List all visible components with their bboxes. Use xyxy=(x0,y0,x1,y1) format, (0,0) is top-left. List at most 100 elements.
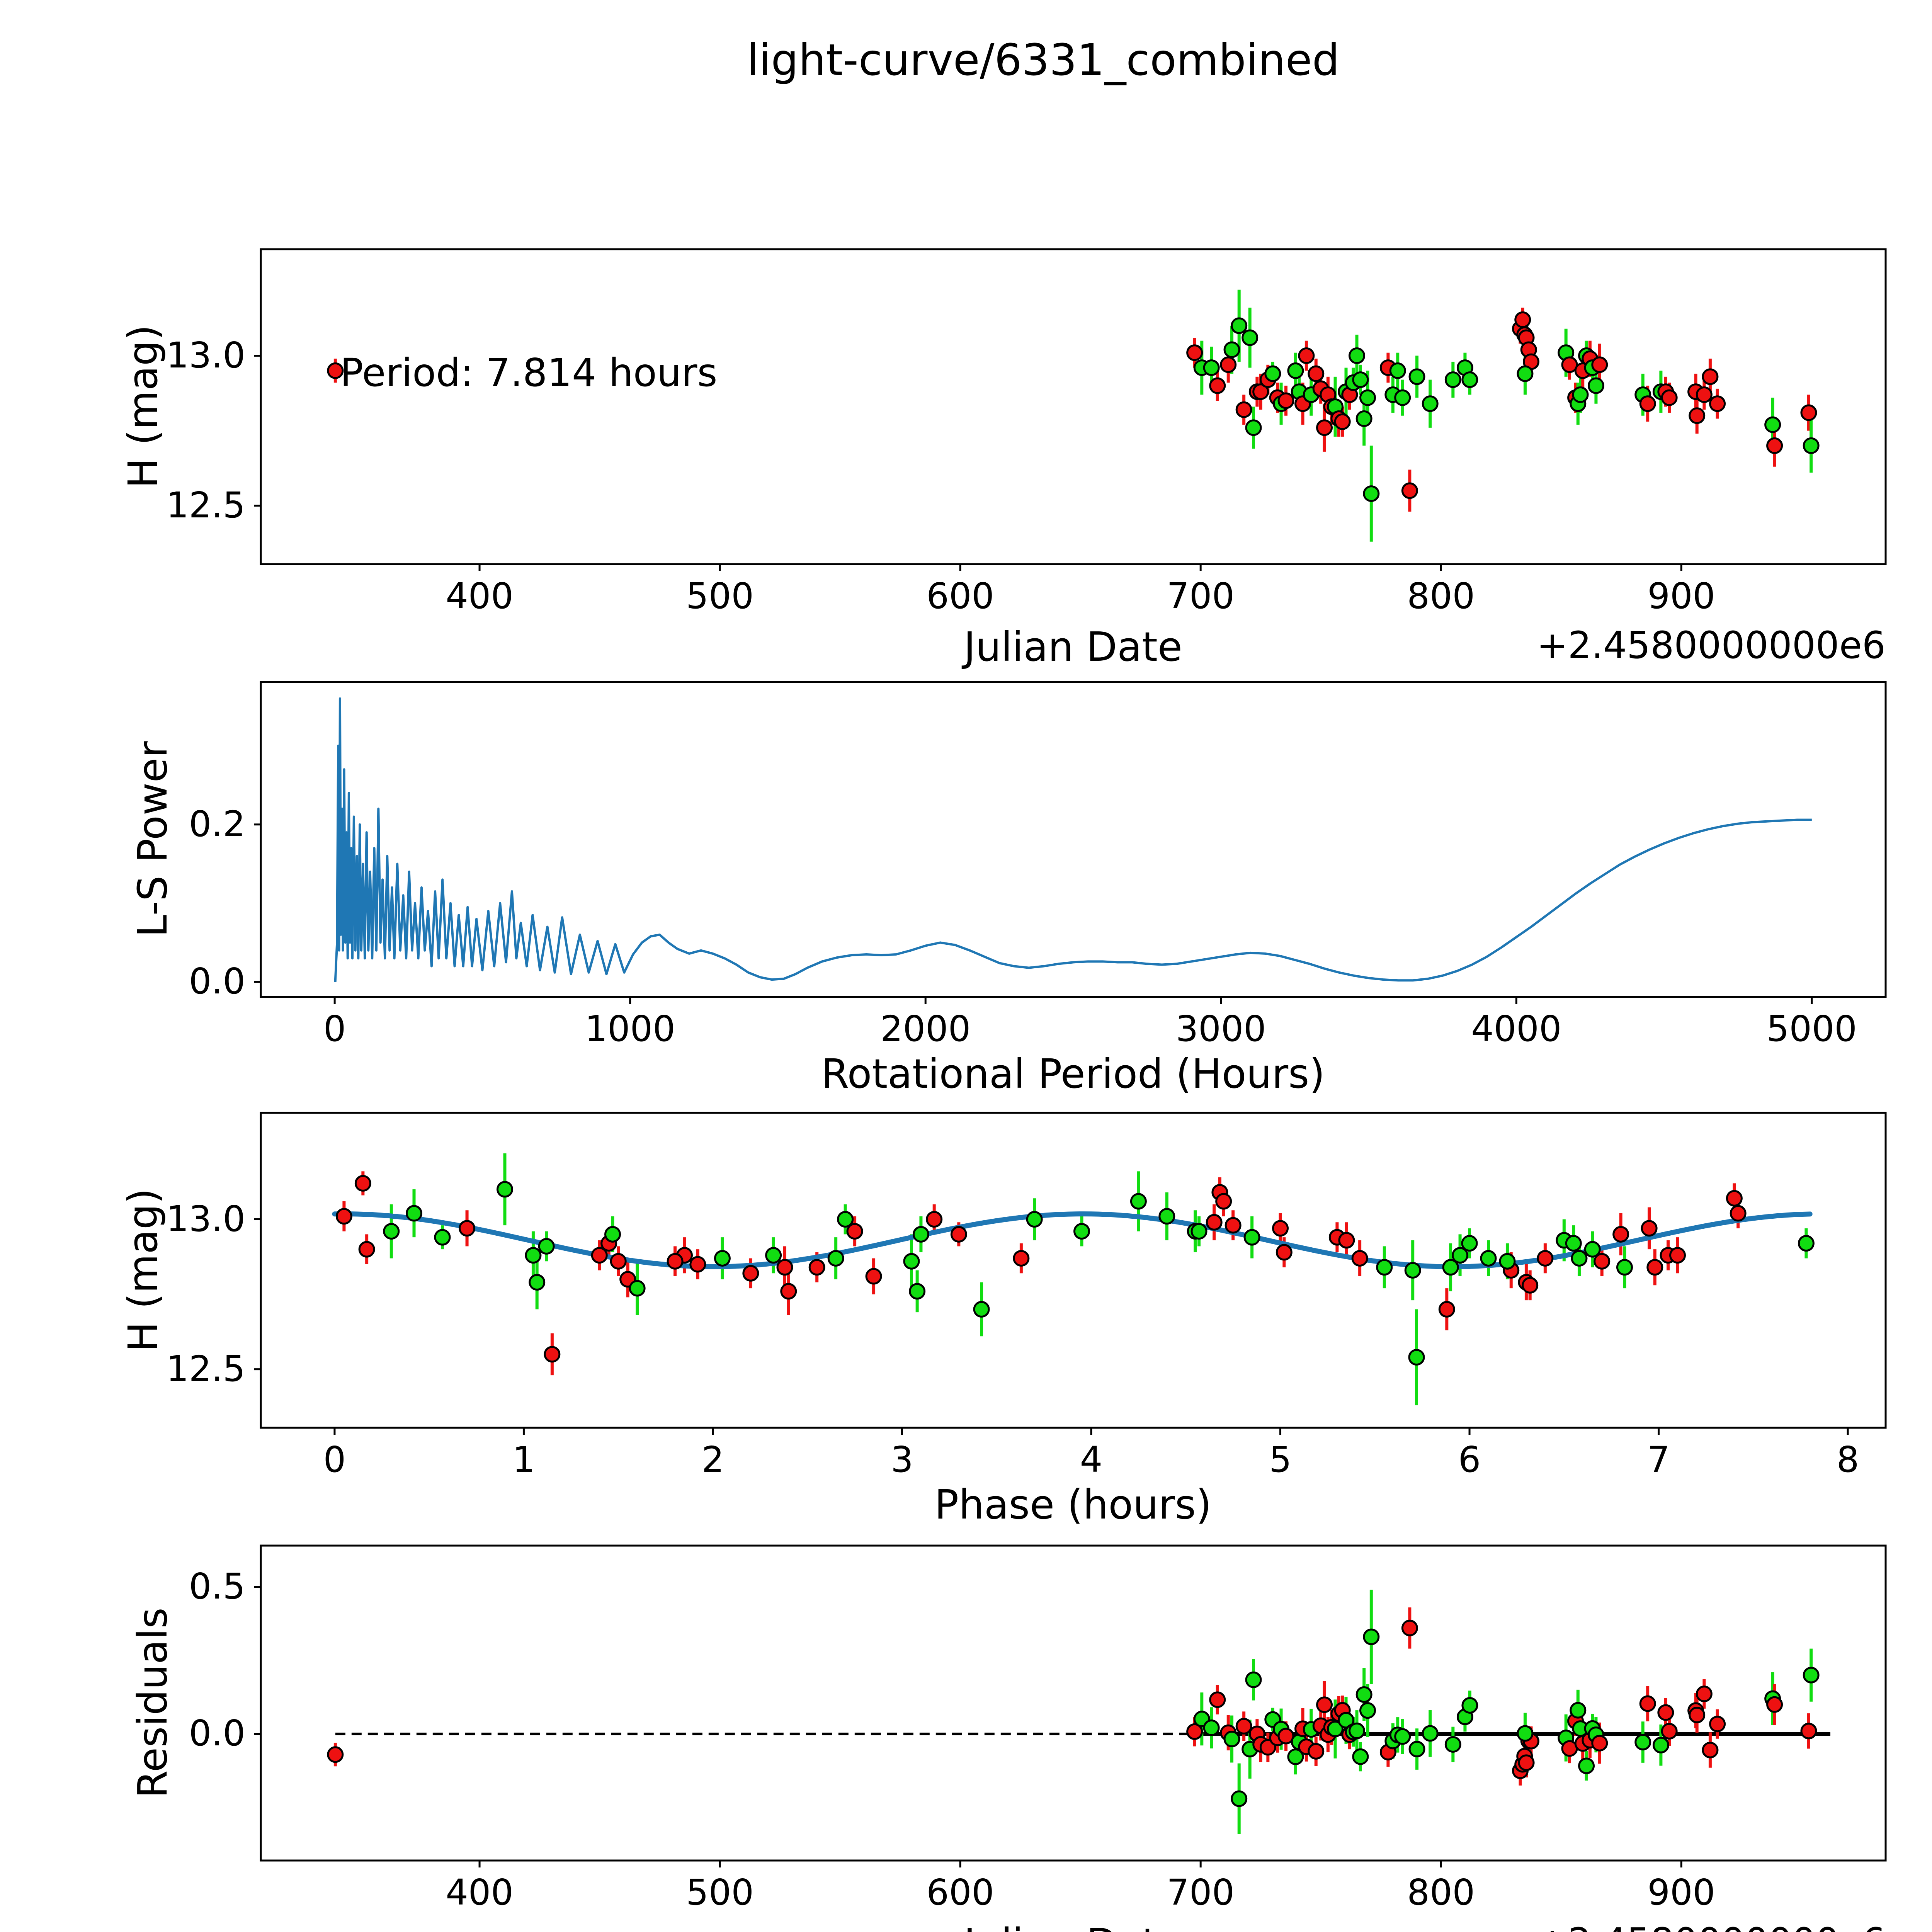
phase-data-point xyxy=(1522,1277,1539,1294)
lightcurve-data-point xyxy=(1803,437,1820,454)
lightcurve-data-point xyxy=(1514,311,1531,328)
phase-data-point xyxy=(1206,1214,1223,1231)
xtick-phase: 1 xyxy=(512,1439,535,1480)
errorbars-lightcurve xyxy=(333,289,1813,542)
residuals-data-point xyxy=(1223,1731,1240,1748)
xtick-periodogram: 0 xyxy=(323,1008,346,1049)
residuals-data-point xyxy=(1401,1619,1418,1636)
phase-data-point xyxy=(1190,1223,1208,1240)
ytick-residuals: 0.5 xyxy=(189,1565,245,1607)
residuals-data-point xyxy=(1517,1725,1534,1742)
xtick-phase: 7 xyxy=(1647,1439,1670,1480)
xtick-residuals: 500 xyxy=(686,1872,754,1913)
xtick-periodogram: 5000 xyxy=(1766,1008,1857,1049)
phase-data-point xyxy=(912,1226,929,1243)
phase-data-point xyxy=(1641,1220,1658,1237)
residuals-data-point xyxy=(1308,1743,1325,1760)
residuals-data-point xyxy=(1652,1736,1669,1753)
xtick-lightcurve: 900 xyxy=(1647,575,1716,617)
phase-data-point xyxy=(808,1259,825,1276)
lightcurve-data-point xyxy=(1689,407,1706,424)
residuals-data-point xyxy=(1766,1696,1783,1713)
lightcurve-data-point xyxy=(1702,368,1719,385)
residuals-data-point xyxy=(1203,1719,1220,1736)
residuals-data-point xyxy=(1639,1695,1656,1712)
lightcurve-data-point xyxy=(1264,365,1281,382)
xtick-phase: 6 xyxy=(1458,1439,1481,1480)
phase-data-point xyxy=(1499,1253,1516,1270)
phase-data-point xyxy=(1571,1250,1588,1267)
phase-data-point xyxy=(525,1247,542,1264)
ytick-periodogram: 0.2 xyxy=(189,803,245,845)
phase-data-point xyxy=(950,1226,967,1243)
phase-data-point xyxy=(1215,1193,1232,1210)
lightcurve-data-point xyxy=(1766,437,1783,454)
residuals-data-point xyxy=(1696,1685,1713,1702)
xtick-phase: 3 xyxy=(891,1439,913,1480)
residuals-data-point xyxy=(1518,1754,1535,1771)
phase-model-curve xyxy=(332,1211,1813,1269)
residuals-data-point xyxy=(1408,1741,1425,1758)
lightcurve-data-point xyxy=(1252,383,1269,400)
ytick-lightcurve: 12.5 xyxy=(166,484,245,526)
lightcurve-data-point xyxy=(1764,416,1781,433)
lightcurve-data-point xyxy=(1591,356,1608,373)
residuals-axis-offset: +2.4580000000e6 xyxy=(1267,1920,1886,1932)
lightcurve-data-point xyxy=(1394,389,1411,406)
residuals-data-point xyxy=(1800,1723,1817,1740)
errorbars-residuals xyxy=(333,1590,1813,1834)
xtick-lightcurve: 600 xyxy=(926,575,994,617)
xtick-residuals: 800 xyxy=(1407,1872,1475,1913)
phase-data-point xyxy=(604,1226,621,1243)
lightcurve-data-point xyxy=(1572,386,1589,403)
phase-data-point xyxy=(846,1223,863,1240)
phase-data-point xyxy=(1584,1241,1601,1258)
phase-data-point xyxy=(354,1175,371,1192)
phase-data-point xyxy=(1461,1235,1478,1252)
phase-data-point xyxy=(1669,1247,1686,1264)
phase-data-point xyxy=(591,1247,608,1264)
lightcurve-data-point xyxy=(1316,419,1333,436)
phase-data-point xyxy=(780,1283,797,1300)
residuals-data-point xyxy=(1352,1748,1369,1765)
lightcurve-data-point xyxy=(1408,368,1425,385)
residuals-data-point xyxy=(1661,1723,1678,1740)
phase-data-point xyxy=(544,1346,561,1363)
phase-data-point xyxy=(776,1259,793,1276)
residuals-data-point xyxy=(1359,1702,1376,1719)
phase-data-point xyxy=(1404,1262,1421,1279)
lightcurve-data-point xyxy=(1223,341,1240,358)
ytick-lightcurve: 13.0 xyxy=(166,334,245,376)
xtick-phase: 5 xyxy=(1269,1439,1292,1480)
phase-data-point xyxy=(1225,1217,1242,1234)
xtick-lightcurve: 500 xyxy=(686,575,754,617)
xtick-phase: 4 xyxy=(1080,1439,1103,1480)
residuals-data-point xyxy=(1394,1728,1411,1745)
phase-data-point xyxy=(1276,1244,1293,1261)
ytick-phase: 13.0 xyxy=(166,1198,245,1240)
phase-data-point xyxy=(496,1181,513,1198)
lightcurve-data-point xyxy=(1334,413,1351,430)
residuals-data-point xyxy=(1444,1736,1461,1753)
phase-data-point xyxy=(909,1283,926,1300)
residuals-data-point xyxy=(1578,1757,1595,1774)
xtick-phase: 2 xyxy=(701,1439,724,1480)
phase-data-point xyxy=(459,1220,476,1237)
residuals-data-point xyxy=(1235,1718,1252,1735)
lightcurve-data-point xyxy=(1235,401,1252,418)
lightcurve-data-point xyxy=(327,362,344,379)
ytick-phase: 12.5 xyxy=(166,1348,245,1389)
phase-data-point xyxy=(1798,1235,1815,1252)
ytick-residuals: 0.0 xyxy=(189,1713,245,1754)
lightcurve-data-point xyxy=(1352,371,1369,388)
phase-data-point xyxy=(1243,1229,1260,1246)
phase-data-point xyxy=(335,1208,352,1225)
lightcurve-data-point xyxy=(1363,485,1380,502)
phase-data-point xyxy=(610,1253,627,1270)
lightcurve-xlabel: Julian Date xyxy=(964,623,1182,670)
phase-data-point xyxy=(827,1250,844,1267)
xtick-residuals: 700 xyxy=(1167,1872,1235,1913)
phase-data-point xyxy=(1351,1250,1368,1267)
